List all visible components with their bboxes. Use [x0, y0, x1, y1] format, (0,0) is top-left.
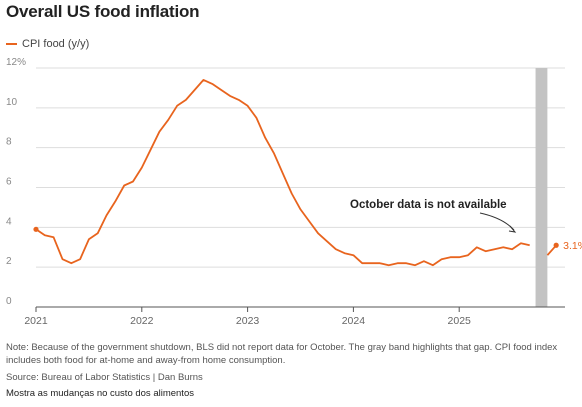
y-tick-label: 12%: [6, 57, 26, 68]
chart-note: Note: Because of the government shutdown…: [6, 342, 558, 366]
missing-data-band: [535, 68, 548, 307]
x-tick-label: 2022: [130, 315, 154, 327]
series-start-point: [33, 226, 39, 232]
y-tick-label: 0: [6, 296, 12, 307]
x-tick-label: 2021: [24, 315, 48, 327]
legend: CPI food (y/y): [6, 38, 89, 50]
legend-swatch: [6, 43, 17, 45]
x-tick-label: 2023: [236, 315, 260, 327]
y-tick-label: 4: [6, 216, 12, 227]
y-tick-label: 2: [6, 256, 12, 267]
series-end-point: [553, 242, 559, 248]
legend-label: CPI food (y/y): [22, 38, 90, 50]
x-tick-label: 2024: [342, 315, 366, 327]
x-tick-label: 2025: [448, 315, 472, 327]
annotation-text: October data is not available: [350, 199, 507, 211]
line-chart: 0 2 4 6 8 10 12% 2021 2022 2023 2024 2025 3.1% Octobe…: [6, 57, 582, 327]
chart-title: Overall US food inflation: [6, 2, 200, 21]
chart-source: Source: Bureau of Labor Statistics | Dan…: [6, 372, 203, 383]
y-tick-label: 6: [6, 177, 12, 188]
chart-footer: Mostra as mudanças no custo dos alimento…: [6, 388, 194, 399]
y-tick-label: 8: [6, 137, 12, 148]
annotation-arrowhead: [508, 225, 517, 233]
series-line-segment: [35, 79, 530, 267]
end-value-label: 3.1%: [563, 240, 582, 252]
y-tick-label: 10: [6, 97, 18, 108]
